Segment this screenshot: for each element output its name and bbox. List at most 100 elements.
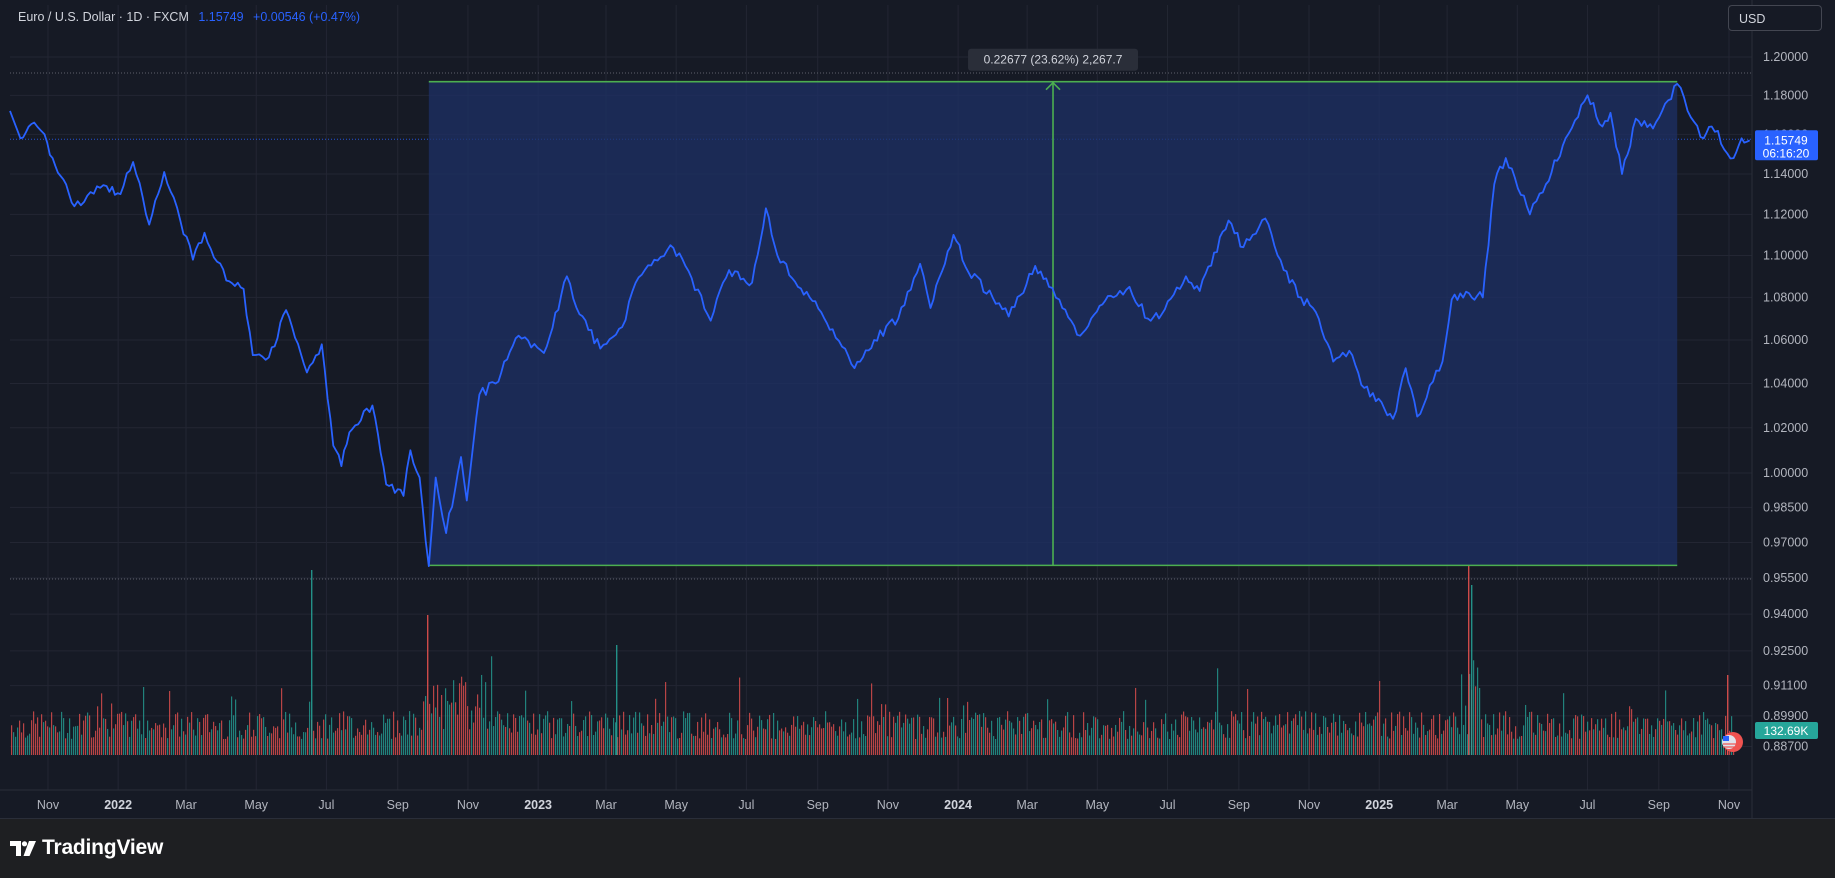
volume-bar — [599, 720, 601, 755]
volume-bar — [1057, 730, 1059, 755]
volume-bar — [79, 713, 81, 755]
volume-bar — [645, 735, 647, 755]
measure-label-box — [968, 48, 1139, 71]
volume-bar — [299, 736, 301, 755]
volume-bar — [525, 690, 527, 755]
volume-bar — [789, 735, 791, 755]
volume-bar — [333, 732, 335, 755]
volume-bar — [717, 722, 719, 755]
volume-bar — [833, 724, 835, 755]
volume-bar — [747, 725, 749, 755]
volume-bar — [1003, 729, 1005, 755]
volume-bar — [119, 713, 121, 755]
volume-bar — [1405, 728, 1407, 755]
tradingview-logo[interactable]: TradingView — [10, 836, 163, 860]
volume-bar — [1495, 734, 1497, 755]
volume-bar — [61, 711, 63, 755]
volume-bar — [1453, 712, 1455, 755]
volume-bar — [1263, 718, 1265, 755]
volume-bar — [1473, 660, 1475, 755]
volume-bar — [1141, 735, 1143, 755]
volume-bar — [1087, 723, 1089, 755]
volume-bar — [1337, 735, 1339, 755]
us-flag-icon[interactable] — [1722, 732, 1743, 752]
time-tick-label: May — [244, 798, 268, 812]
volume-bar — [687, 713, 689, 755]
volume-bar — [317, 721, 319, 755]
volume-bar — [1543, 730, 1545, 755]
volume-bar — [967, 701, 969, 755]
volume-bar — [1665, 690, 1667, 755]
volume-bar — [191, 712, 193, 755]
time-tick-label: 2023 — [524, 798, 552, 812]
volume-bar — [1121, 721, 1123, 755]
time-tick-label: May — [1085, 798, 1109, 812]
volume-bar — [919, 716, 921, 755]
volume-bar — [797, 716, 799, 755]
volume-bar — [535, 734, 537, 755]
volume-bar — [981, 726, 983, 755]
volume-bar — [1047, 699, 1049, 755]
volume-bar — [1201, 728, 1203, 755]
volume-bar — [97, 706, 99, 755]
volume-bar — [1483, 736, 1485, 755]
volume-bar — [811, 727, 813, 755]
volume-bar — [1019, 720, 1021, 755]
volume-bar — [503, 725, 505, 755]
volume-bar — [241, 734, 243, 755]
volume-bar — [651, 725, 653, 755]
volume-bar — [231, 696, 233, 755]
volume-bar — [197, 718, 199, 755]
volume-bar — [1631, 709, 1633, 755]
volume-bar — [1147, 727, 1149, 755]
volume-bar — [1249, 735, 1251, 755]
volume-bar — [1011, 722, 1013, 755]
volume-bar — [1279, 714, 1281, 755]
volume-bar — [81, 734, 83, 755]
volume-bar — [1687, 735, 1689, 755]
volume-bar — [217, 730, 219, 755]
volume-bar — [921, 733, 923, 755]
volume-bar — [1693, 718, 1695, 755]
volume-bar — [753, 730, 755, 755]
volume-bar — [1595, 724, 1597, 755]
volume-bar — [1075, 738, 1077, 755]
volume-bar — [1601, 718, 1603, 755]
volume-bar — [583, 719, 585, 755]
volume-bar — [75, 726, 77, 755]
volume-bar — [1357, 736, 1359, 755]
volume-bar — [1468, 565, 1470, 755]
volume-bar — [259, 714, 261, 755]
volume-bar — [445, 688, 447, 755]
volume-bar — [1297, 725, 1299, 755]
volume-bar — [1009, 720, 1011, 755]
volume-bar — [305, 732, 307, 755]
volume-bar — [1093, 716, 1095, 755]
volume-bar — [625, 734, 627, 755]
currency-button[interactable]: USD — [1728, 5, 1822, 31]
volume-bar — [963, 705, 965, 755]
volume-bar — [109, 736, 111, 755]
volume-bar — [229, 720, 231, 755]
volume-bar — [311, 570, 313, 755]
volume-bar — [443, 729, 445, 755]
symbol-header: Euro / U.S. Dollar · 1D · FXCM 1.15749 +… — [18, 10, 360, 24]
volume-bar — [885, 704, 887, 755]
volume-bar — [1653, 736, 1655, 755]
volume-bar — [1599, 730, 1601, 755]
volume-bar — [11, 725, 13, 755]
price-tick-label: 1.10000 — [1763, 249, 1808, 263]
volume-bar — [733, 738, 735, 755]
volume-bar — [219, 723, 221, 755]
volume-bar — [1649, 733, 1651, 755]
volume-bar — [179, 736, 181, 755]
volume-bar — [917, 714, 919, 755]
volume-bar — [1339, 715, 1341, 755]
volume-bar — [983, 713, 985, 755]
volume-bar — [1325, 717, 1327, 755]
chart-svg[interactable]: 0.22677 (23.62%) 2,267.7 1.20000 1.18000 1… — [0, 0, 1835, 818]
volume-bar — [597, 721, 599, 755]
volume-bar — [165, 727, 167, 755]
volume-bar — [1673, 723, 1675, 755]
volume-bar — [1539, 722, 1541, 755]
